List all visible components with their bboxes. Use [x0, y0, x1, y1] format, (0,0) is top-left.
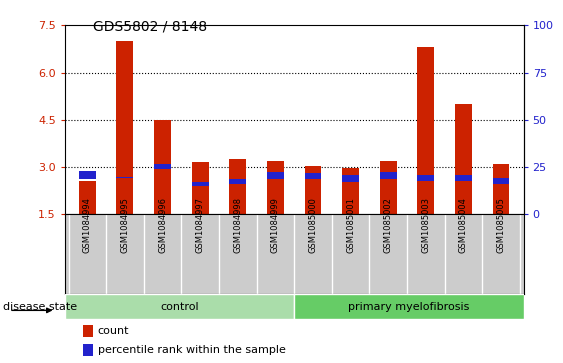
- Bar: [493, 178, 510, 184]
- Bar: [191, 162, 209, 214]
- Text: GSM1084995: GSM1084995: [120, 197, 129, 253]
- Bar: [455, 104, 472, 214]
- Bar: [379, 172, 397, 179]
- Bar: [294, 294, 524, 319]
- Text: GSM1084994: GSM1084994: [83, 197, 92, 253]
- Text: primary myelofibrosis: primary myelofibrosis: [348, 302, 470, 312]
- Bar: [83, 325, 93, 337]
- Bar: [79, 171, 96, 179]
- Text: count: count: [98, 326, 129, 336]
- Bar: [65, 294, 294, 319]
- Bar: [417, 175, 434, 181]
- Text: control: control: [160, 302, 199, 312]
- Bar: [79, 181, 96, 214]
- Text: GSM1084997: GSM1084997: [195, 196, 204, 253]
- Bar: [267, 161, 284, 214]
- Text: GDS5802 / 8148: GDS5802 / 8148: [93, 20, 207, 34]
- Text: GSM1085005: GSM1085005: [497, 197, 506, 253]
- Text: GSM1085004: GSM1085004: [459, 197, 468, 253]
- Text: GSM1084999: GSM1084999: [271, 197, 280, 253]
- Bar: [267, 172, 284, 179]
- Text: GSM1085001: GSM1085001: [346, 197, 355, 253]
- Bar: [229, 179, 246, 184]
- Text: GSM1085003: GSM1085003: [421, 196, 430, 253]
- Bar: [229, 159, 246, 214]
- Bar: [83, 344, 93, 356]
- Bar: [455, 175, 472, 181]
- Text: disease state: disease state: [3, 302, 77, 312]
- Text: GSM1084998: GSM1084998: [233, 196, 242, 253]
- Bar: [305, 173, 321, 179]
- Text: GSM1085000: GSM1085000: [309, 197, 318, 253]
- Bar: [342, 168, 359, 214]
- Text: GSM1085002: GSM1085002: [384, 197, 393, 253]
- Bar: [493, 164, 510, 214]
- Bar: [117, 177, 133, 178]
- Bar: [342, 175, 359, 182]
- Bar: [154, 120, 171, 214]
- Bar: [417, 48, 434, 214]
- Bar: [191, 182, 209, 187]
- Bar: [154, 163, 171, 168]
- Text: GSM1084996: GSM1084996: [158, 196, 167, 253]
- Bar: [379, 161, 397, 214]
- Bar: [117, 41, 133, 214]
- Bar: [305, 166, 321, 214]
- Text: percentile rank within the sample: percentile rank within the sample: [98, 345, 285, 355]
